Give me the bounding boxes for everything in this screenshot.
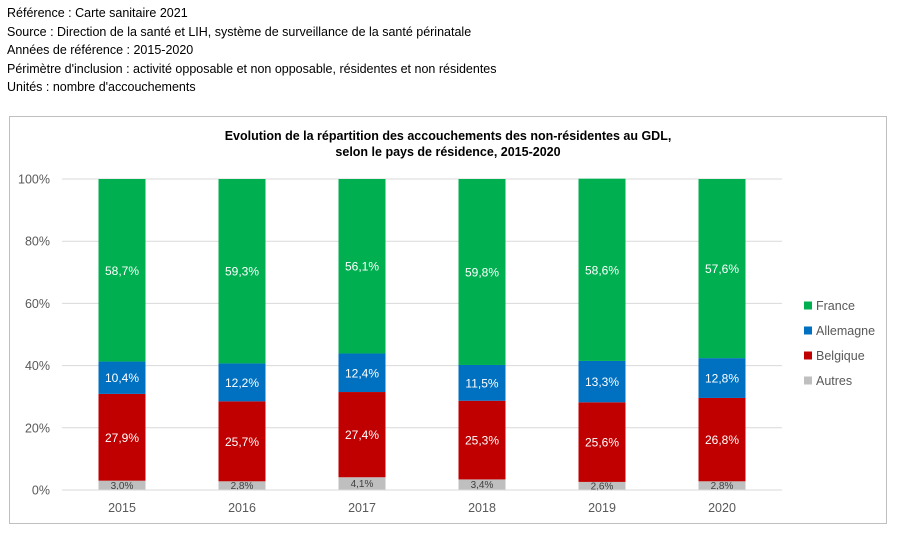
x-tick-label: 2020: [708, 501, 736, 515]
data-label: 4,1%: [351, 479, 374, 490]
legend-label: France: [816, 299, 855, 313]
bar-segment: [218, 363, 266, 402]
legend-swatch: [804, 376, 812, 385]
data-label: 56,1%: [345, 260, 379, 274]
x-tick-label: 2018: [468, 501, 496, 515]
x-tick-label: 2019: [588, 501, 616, 515]
legend-label: Allemagne: [816, 324, 875, 338]
gridlines: [62, 178, 782, 429]
data-label: 25,7%: [225, 435, 259, 449]
bar-segment: [98, 179, 146, 362]
data-label: 12,4%: [345, 366, 379, 380]
chart-title: Evolution de la répartition des accouche…: [225, 129, 672, 159]
data-label: 59,8%: [465, 265, 499, 279]
data-label: 2,8%: [231, 481, 254, 492]
data-label: 11,5%: [465, 376, 498, 390]
data-label: 27,4%: [345, 428, 379, 442]
bar-segment: [458, 479, 506, 490]
data-label: 25,3%: [465, 434, 499, 448]
chart-title-line: selon le pays de résidence, 2015-2020: [335, 145, 560, 159]
data-labels: 3,0% 27,9% 10,4% 58,7% 2,8% 25,7% 12,2% 59,3% 4,…: [105, 260, 739, 493]
data-label: 2,8%: [711, 481, 734, 492]
legend-swatch: [804, 301, 812, 310]
bar-segment: [98, 480, 146, 490]
data-label: 12,2%: [225, 376, 259, 390]
y-tick-label: 20%: [25, 421, 50, 435]
bar-segment: [98, 393, 146, 481]
bar-segment: [458, 364, 506, 401]
bar-segment: [338, 392, 386, 478]
data-label: 26,8%: [705, 433, 739, 447]
units-line: Unités : nombre d'accouchements: [7, 80, 196, 95]
scope-line: Périmètre d'inclusion : activité opposab…: [7, 61, 497, 76]
y-tick-label: 40%: [25, 359, 50, 373]
x-tick-label: 2015: [108, 501, 136, 515]
data-label: 12,8%: [705, 372, 739, 386]
chart-title-line: Evolution de la répartition des accouche…: [225, 129, 672, 143]
y-tick-label: 0%: [32, 484, 50, 498]
bar-segment: [218, 481, 266, 490]
bar-segment: [578, 481, 626, 490]
data-label: 25,6%: [585, 436, 619, 450]
legend: France Allemagne Belgique Autres: [804, 299, 875, 388]
bar-segment: [338, 179, 386, 354]
data-label: 2,6%: [591, 481, 614, 492]
legend-label: Autres: [816, 374, 852, 388]
y-tick-label: 60%: [25, 297, 50, 311]
reference-years-line: Années de référence : 2015-2020: [7, 43, 194, 58]
bar-segment: [338, 353, 386, 393]
x-tick-label: 2016: [228, 501, 256, 515]
legend-swatch: [804, 351, 812, 360]
data-label: 3,4%: [471, 480, 494, 491]
data-label: 58,7%: [105, 264, 139, 278]
bar-segment: [458, 179, 506, 365]
bar-segment: [98, 361, 146, 394]
data-label: 59,3%: [225, 265, 259, 279]
bar-segment: [218, 179, 266, 364]
bar-segment: [578, 402, 626, 482]
legend-swatch: [804, 326, 812, 335]
reference-line: Référence : Carte sanitaire 2021: [7, 6, 188, 20]
bar-segment: [698, 481, 746, 490]
data-label: 10,4%: [105, 371, 139, 385]
bar-segment: [458, 400, 506, 480]
bar-segment: [218, 401, 266, 482]
bar-segment: [338, 477, 386, 490]
y-tick-label: 100%: [18, 173, 50, 187]
bar-segment: [698, 397, 746, 482]
x-tick-label: 2017: [348, 501, 376, 515]
data-label: 27,9%: [105, 431, 139, 445]
legend-label: Belgique: [816, 349, 865, 363]
data-label: 57,6%: [705, 262, 739, 276]
data-label: 13,3%: [585, 375, 619, 389]
axes: 0% 20% 40% 60% 80% 100% 2015 2016 2017 2018 2019 20…: [18, 173, 782, 515]
bar-segment: [698, 179, 746, 359]
data-label: 58,6%: [585, 263, 619, 277]
bar-segment: [578, 360, 626, 403]
report-metadata: Référence : Carte sanitaire 2021 Source …: [7, 4, 497, 97]
source-line: Source : Direction de la santé et LIH, s…: [7, 24, 472, 39]
data-label: 3,0%: [111, 481, 134, 492]
bar-segment: [578, 178, 626, 361]
bar-segment: [698, 358, 746, 398]
bar-stacks: [98, 178, 746, 490]
y-tick-label: 80%: [25, 235, 50, 249]
